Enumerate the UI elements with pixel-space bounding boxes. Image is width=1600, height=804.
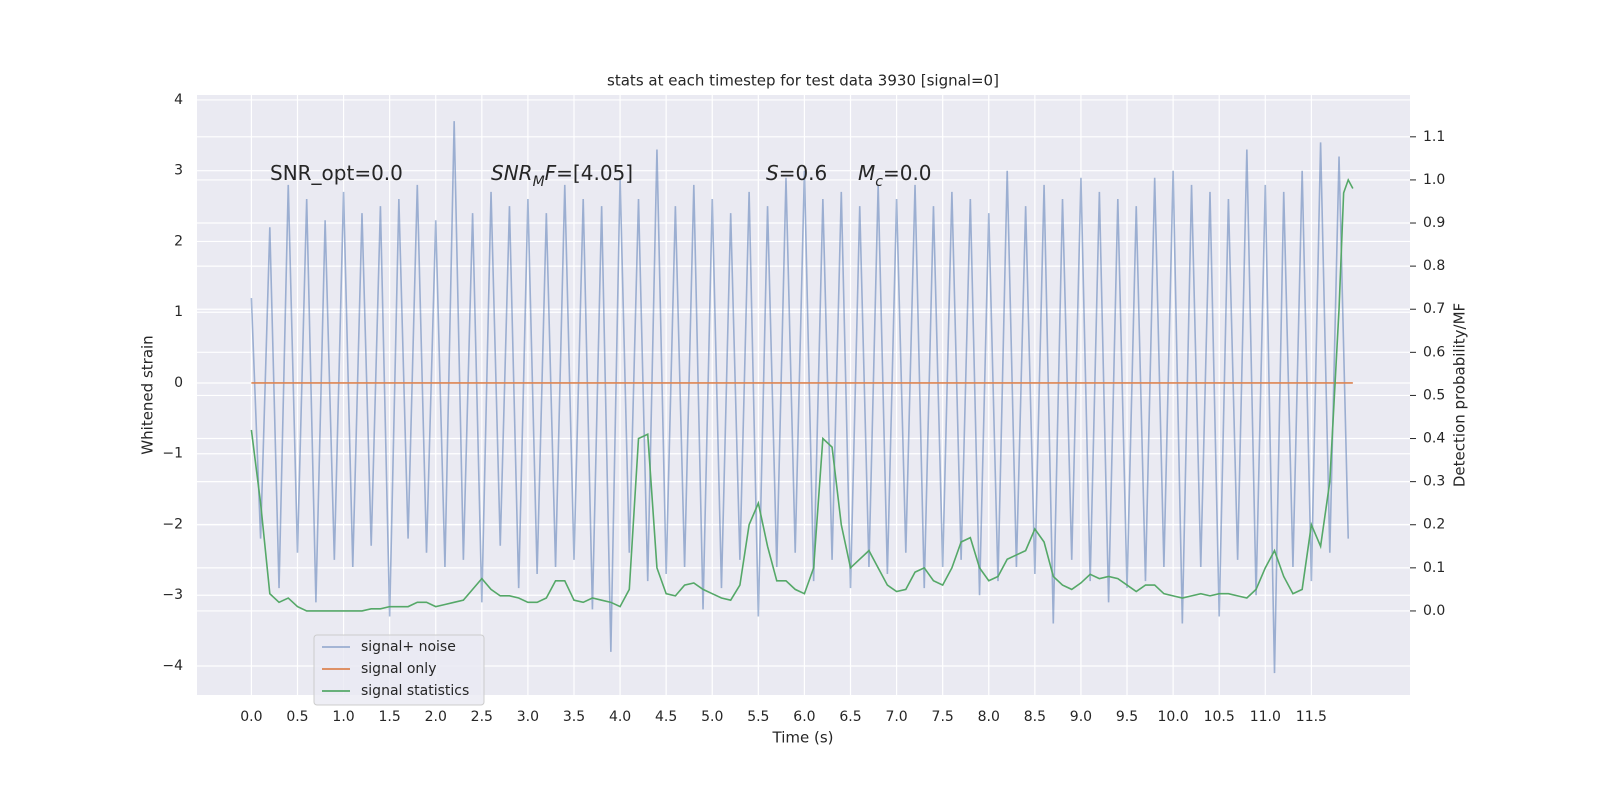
x-tick-label: 10.5 [1204,709,1235,725]
series-line [250,121,1350,674]
x-tick-label: 2.0 [425,709,447,725]
x-tick-label: 6.0 [793,709,815,725]
annotation-part: M [533,174,545,190]
y2-tick-label: 0.1 [1423,560,1445,576]
x-tick-label: 7.0 [885,709,907,725]
y2-tick-label: 0.2 [1423,517,1445,533]
x-tick-label: 3.0 [517,709,539,725]
x-tick-label: 4.0 [609,709,631,725]
y2-tick-label: 1.0 [1423,172,1445,188]
y2-tick-label: 0.6 [1423,344,1445,360]
y2-tick-label: 0.7 [1423,301,1445,317]
y-tick-label: 0 [174,375,183,391]
x-tick-label: 4.5 [655,709,677,725]
annotation: Mc=0.0 [858,161,932,191]
y2-tick-label: 1.1 [1423,129,1445,145]
legend-label: signal statistics [361,683,469,699]
chart-title: stats at each timestep for test data 393… [607,72,999,90]
annotation-part: SNR [491,161,533,185]
x-tick-label: 9.0 [1070,709,1092,725]
y-tick-label: 3 [174,163,183,179]
x-tick-label: 11.5 [1296,709,1327,725]
y-tick-label: 4 [174,92,183,108]
y2-tick-label: 0.0 [1423,603,1445,619]
y2-tick-label: 0.9 [1423,215,1445,231]
y-axis-label: Whitened strain [139,335,157,454]
x-tick-label: 6.5 [839,709,861,725]
annotation-part: =0.6 [779,161,828,185]
x-axis-label: Time (s) [772,729,834,747]
annotation: SNR_opt=0.0 [270,161,403,185]
annotation-part: F [545,161,557,185]
x-tick-label: 1.0 [332,709,354,725]
x-tick-label: 8.0 [978,709,1000,725]
x-tick-label: 0.5 [286,709,308,725]
y-tick-label: 2 [174,233,183,249]
y2-tick-label: 0.5 [1423,387,1445,403]
x-tick-label: 3.5 [563,709,585,725]
x-tick-label: 2.5 [471,709,493,725]
annotation-part: S [766,161,779,185]
legend-box [313,634,485,706]
y-tick-label: −1 [162,446,183,462]
annotation-part: =[4.05] [556,161,633,185]
annotation-part: SNR_opt=0.0 [270,161,403,185]
x-tick-label: 5.5 [747,709,769,725]
x-tick-label: 8.5 [1024,709,1046,725]
y2-tick-label: 0.8 [1423,258,1445,274]
annotation-part: =0.0 [883,161,932,185]
y-tick-label: −3 [162,587,183,603]
x-tick-label: 9.5 [1116,709,1138,725]
legend-label: signal+ noise [361,639,456,655]
x-tick-label: 7.5 [932,709,954,725]
x-tick-label: 11.0 [1250,709,1281,725]
legend-label: signal only [361,661,436,677]
x-tick-label: 10.0 [1158,709,1189,725]
x-tick-label: 0.0 [240,709,262,725]
annotation: SNRMF=[4.05] [491,161,633,191]
annotation: S=0.6 [766,161,827,185]
y-tick-label: −2 [162,516,183,532]
x-tick-label: 1.5 [379,709,401,725]
series-line [250,177,1354,612]
x-tick-label: 5.0 [701,709,723,725]
y-tick-label: 1 [174,304,183,320]
y2-axis-label: Detection probability/MF [1451,303,1469,487]
y-tick-label: −4 [162,658,183,674]
annotation-part: c [875,174,883,190]
y2-tick-label: 0.4 [1423,431,1445,447]
annotation-part: M [858,161,875,185]
y2-tick-label: 0.3 [1423,474,1445,490]
